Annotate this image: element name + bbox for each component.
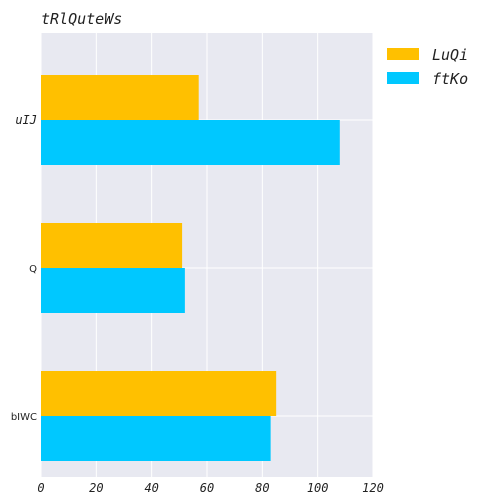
x-tick-label: 0: [37, 481, 44, 495]
bar-LuQi-bIWC: [41, 371, 277, 416]
x-tick-label: 60: [200, 481, 214, 495]
legend-swatch: [387, 72, 419, 84]
x-tick-label: 120: [362, 481, 384, 495]
x-tick-label: 100: [307, 481, 329, 495]
bar-group: [41, 75, 340, 461]
x-tick-label: 80: [255, 481, 269, 495]
bar-ftKo-bIWC: [41, 416, 271, 461]
bar-LuQi-uIJ: [41, 75, 199, 120]
legend-label: LuQi: [432, 46, 468, 64]
y-tick-label: Q: [29, 264, 37, 275]
bar-ftKo-uIJ: [41, 120, 340, 165]
y-tick-label: bIWC: [11, 412, 37, 423]
legend-swatch: [387, 48, 419, 60]
bar-ftKo-Q: [41, 268, 185, 313]
y-tick-label: uIJ: [15, 113, 37, 127]
chart-title: tRlQuteWs: [41, 10, 122, 28]
x-tick-label: 20: [89, 481, 103, 495]
bar-LuQi-Q: [41, 223, 183, 268]
legend: LuQi ftKo: [387, 46, 468, 88]
x-tick-label: 40: [144, 481, 158, 495]
legend-label: ftKo: [432, 70, 468, 88]
x-tick-labels: 0 20 40 60 80 100 120: [37, 481, 383, 495]
